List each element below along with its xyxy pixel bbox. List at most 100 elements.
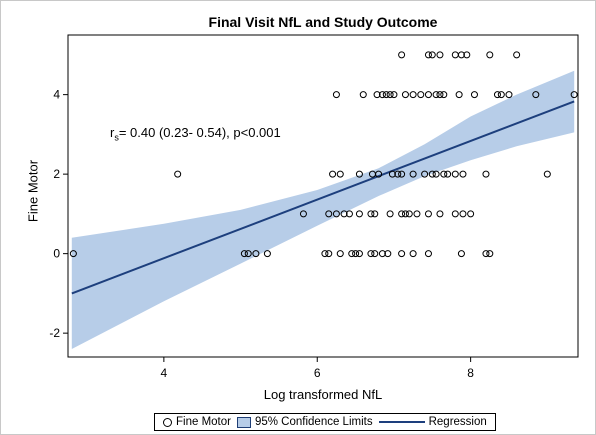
data-point <box>325 210 333 218</box>
legend-item-points: Fine Motor <box>163 416 231 428</box>
data-point <box>325 250 333 258</box>
data-point <box>375 170 383 178</box>
data-point <box>367 250 375 258</box>
data-point <box>367 210 375 218</box>
data-point <box>386 91 394 99</box>
band-swatch-icon <box>236 416 251 428</box>
axes: 4 6 8 -2 0 2 4 <box>49 88 474 380</box>
data-point <box>355 210 363 218</box>
data-point <box>482 170 490 178</box>
data-point <box>321 250 329 258</box>
data-point <box>345 210 353 218</box>
y-tick-label: 0 <box>53 247 60 261</box>
data-point <box>451 51 459 59</box>
data-point <box>457 51 465 59</box>
x-tick-label: 4 <box>161 366 168 380</box>
data-point <box>355 250 363 258</box>
data-point <box>263 250 271 258</box>
data-point <box>394 170 402 178</box>
data-point <box>390 91 398 99</box>
data-point <box>486 51 494 59</box>
data-point <box>332 210 340 218</box>
data-point <box>424 91 432 99</box>
data-point <box>348 250 356 258</box>
data-point <box>424 250 432 258</box>
data-point <box>378 91 386 99</box>
data-point <box>332 91 340 99</box>
data-point <box>336 170 344 178</box>
data-point <box>482 250 490 258</box>
data-point <box>409 91 417 99</box>
data-point <box>436 210 444 218</box>
data-point <box>570 91 578 99</box>
data-point <box>428 170 436 178</box>
data-point <box>424 51 432 59</box>
data-point <box>398 51 406 59</box>
data-point <box>421 170 429 178</box>
data-point <box>371 210 379 218</box>
data-point <box>424 210 432 218</box>
data-point <box>382 91 390 99</box>
data-point <box>336 250 344 258</box>
x-tick-label: 8 <box>467 366 474 380</box>
data-point <box>505 91 513 99</box>
data-point <box>398 170 406 178</box>
data-point <box>409 250 417 258</box>
legend-item-band: 95% Confidence Limits <box>236 416 373 428</box>
data-point <box>244 250 252 258</box>
data-point <box>432 170 440 178</box>
data-point <box>497 91 505 99</box>
data-point <box>174 170 182 178</box>
data-point <box>455 91 463 99</box>
data-point <box>532 91 540 99</box>
data-point <box>252 250 260 258</box>
data-point <box>440 170 448 178</box>
data-point <box>359 91 367 99</box>
data-point <box>543 170 551 178</box>
data-point <box>299 210 307 218</box>
y-tick-label: -2 <box>49 326 60 340</box>
data-point <box>470 91 478 99</box>
data-point <box>451 170 459 178</box>
legend-label-band: 95% Confidence Limits <box>254 416 373 428</box>
data-point <box>493 91 501 99</box>
confidence-band <box>71 70 575 350</box>
data-point <box>355 170 363 178</box>
legend-label-points: Fine Motor <box>176 416 231 428</box>
data-point <box>378 250 386 258</box>
data-point <box>386 210 394 218</box>
data-point <box>401 91 409 99</box>
data-point <box>384 250 392 258</box>
data-point <box>459 170 467 178</box>
circle-marker-icon <box>163 417 172 427</box>
y-axis-label: Fine Motor <box>25 159 41 223</box>
data-point <box>436 91 444 99</box>
data-point <box>340 210 348 218</box>
x-axis-label: Log transformed NfL <box>263 387 383 402</box>
data-point <box>409 170 417 178</box>
data-point <box>413 210 421 218</box>
plot-border <box>67 34 579 358</box>
data-point <box>440 91 448 99</box>
data-point <box>444 170 452 178</box>
data-point <box>329 170 337 178</box>
y-tick-label: 4 <box>53 88 60 102</box>
legend-item-line: Regression <box>378 416 487 428</box>
data-point <box>436 51 444 59</box>
data-point <box>352 250 360 258</box>
regression-line <box>71 100 575 295</box>
x-tick-label: 6 <box>314 366 321 380</box>
correlation-annotation: rs= 0.40 (0.23- 0.54), p<0.001 <box>110 125 281 143</box>
data-point <box>459 210 467 218</box>
legend: Fine Motor 95% Confidence Limits Regress… <box>154 413 496 431</box>
annotation-subscript: s <box>114 132 119 143</box>
legend-label-line: Regression <box>428 416 487 428</box>
data-point <box>457 250 465 258</box>
annotation-prefix: r <box>110 125 115 140</box>
data-point <box>398 210 406 218</box>
data-point <box>401 210 409 218</box>
data-point <box>398 250 406 258</box>
data-point <box>69 250 77 258</box>
data-point <box>428 51 436 59</box>
